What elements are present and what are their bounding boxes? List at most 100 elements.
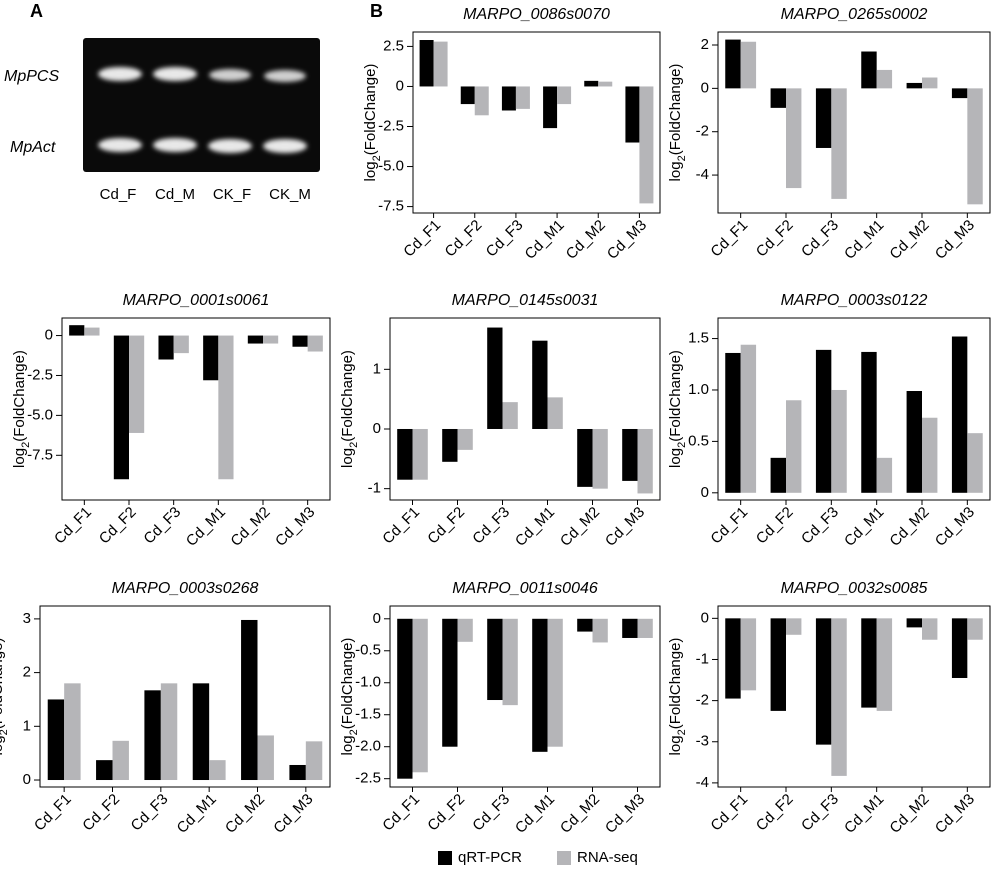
chart-title: MARPO_0145s0031 xyxy=(452,292,599,309)
y-axis-label: log2(FoldChange) xyxy=(11,350,32,468)
bar xyxy=(740,344,757,493)
bar xyxy=(876,457,893,493)
y-tick-label: -3 xyxy=(696,733,709,750)
bar xyxy=(592,428,608,489)
x-tick-label: Cd_M3 xyxy=(932,504,978,550)
bar xyxy=(951,336,968,493)
y-tick-label: 0 xyxy=(701,79,709,96)
bar xyxy=(129,335,145,433)
x-tick-label: Cd_M1 xyxy=(522,217,568,263)
x-tick-label: Cd_F3 xyxy=(798,504,842,548)
y-axis-label: log2(FoldChange) xyxy=(362,64,383,182)
x-tick-label: Cd_M1 xyxy=(841,217,887,263)
x-tick-label: Cd_F2 xyxy=(96,504,140,548)
y-axis-label-part: log xyxy=(0,735,6,755)
chart-title: MARPO_0001s0061 xyxy=(123,292,270,309)
bar xyxy=(740,618,757,691)
y-tick-label: -7.5 xyxy=(378,198,404,215)
legend-label: qRT-PCR xyxy=(458,849,522,866)
bar xyxy=(922,618,938,640)
bar xyxy=(442,428,458,462)
bar xyxy=(289,764,306,781)
y-axis-label-part: 2 xyxy=(348,442,360,448)
bar xyxy=(113,335,129,480)
chart-title: MARPO_0032s0085 xyxy=(781,580,928,597)
bar xyxy=(584,80,599,87)
bar xyxy=(84,327,100,336)
bar xyxy=(547,618,563,747)
y-tick-label: 2.5 xyxy=(383,37,404,54)
bar xyxy=(815,349,832,493)
y-tick-label: 0.5 xyxy=(688,432,709,449)
bar xyxy=(831,618,847,776)
y-tick-label: -2 xyxy=(696,692,709,709)
bar xyxy=(861,351,877,493)
bar xyxy=(515,86,530,109)
bar xyxy=(770,457,786,493)
y-axis-label-part: (FoldChange) xyxy=(667,638,684,730)
y-axis-label-part: log xyxy=(667,448,684,468)
y-axis-label-part: (FoldChange) xyxy=(362,64,379,156)
bar xyxy=(487,618,503,701)
plot-frame xyxy=(389,605,661,788)
y-tick-label: 2 xyxy=(701,36,709,53)
x-tick-label: Cd_F3 xyxy=(469,791,513,835)
bar xyxy=(192,683,210,781)
y-tick-label: -2.5 xyxy=(355,770,381,787)
x-tick-label: Cd_F3 xyxy=(798,217,842,261)
x-tick-label: Cd_F3 xyxy=(128,791,172,835)
bar xyxy=(951,88,968,99)
bar xyxy=(625,86,640,143)
bar xyxy=(474,86,489,116)
bar xyxy=(639,86,654,204)
bar xyxy=(906,391,922,493)
bar xyxy=(922,77,938,89)
bar xyxy=(770,618,786,711)
y-tick-label: -5.0 xyxy=(378,158,404,175)
bar xyxy=(247,335,263,344)
bar xyxy=(218,335,234,480)
x-tick-label: Cd_F2 xyxy=(753,217,797,261)
y-tick-label: 1 xyxy=(23,717,31,734)
y-tick-label: 1.0 xyxy=(688,381,709,398)
bar xyxy=(173,335,189,354)
x-tick-label: Cd_F1 xyxy=(379,791,423,835)
bar xyxy=(815,88,832,148)
x-tick-label: Cd_F2 xyxy=(79,791,123,835)
x-tick-label: Cd_F3 xyxy=(140,504,184,548)
panel-label: A xyxy=(30,1,43,21)
y-axis-label-part: log xyxy=(667,161,684,181)
x-tick-label: Cd_M2 xyxy=(886,217,932,263)
bar xyxy=(257,735,274,781)
y-axis-label-part: (FoldChange) xyxy=(339,350,356,442)
y-tick-label: 3 xyxy=(23,610,31,627)
y-tick-label: -7.5 xyxy=(27,446,53,463)
y-axis-label: log2(FoldChange) xyxy=(339,350,360,468)
plot-frame xyxy=(61,317,331,501)
y-axis-label-part: 2 xyxy=(676,155,688,161)
lane-label: Cd_M xyxy=(155,186,195,203)
bar xyxy=(598,81,613,87)
y-tick-label: -1 xyxy=(368,480,381,497)
bar xyxy=(96,760,113,781)
bar xyxy=(160,683,178,781)
bar xyxy=(397,428,413,480)
y-axis-label-part: 2 xyxy=(676,729,688,735)
y-tick-label: -0.5 xyxy=(355,642,381,659)
y-axis-label: log2(FoldChange) xyxy=(667,638,688,756)
y-tick-label: -1 xyxy=(696,650,709,667)
x-tick-label: Cd_F1 xyxy=(51,504,95,548)
x-tick-label: Cd_F3 xyxy=(798,791,842,835)
y-axis-label-part: log xyxy=(11,448,28,468)
bar xyxy=(241,619,258,781)
chart-title: MARPO_0086s0070 xyxy=(463,6,610,23)
bar xyxy=(543,86,558,129)
panel-label: B xyxy=(370,1,383,21)
x-tick-label: Cd_M3 xyxy=(272,504,318,550)
bar xyxy=(263,335,279,344)
y-axis-label: log2(FoldChange) xyxy=(667,64,688,182)
plot-frame xyxy=(717,31,991,214)
bar xyxy=(460,86,475,105)
bar xyxy=(637,428,653,494)
